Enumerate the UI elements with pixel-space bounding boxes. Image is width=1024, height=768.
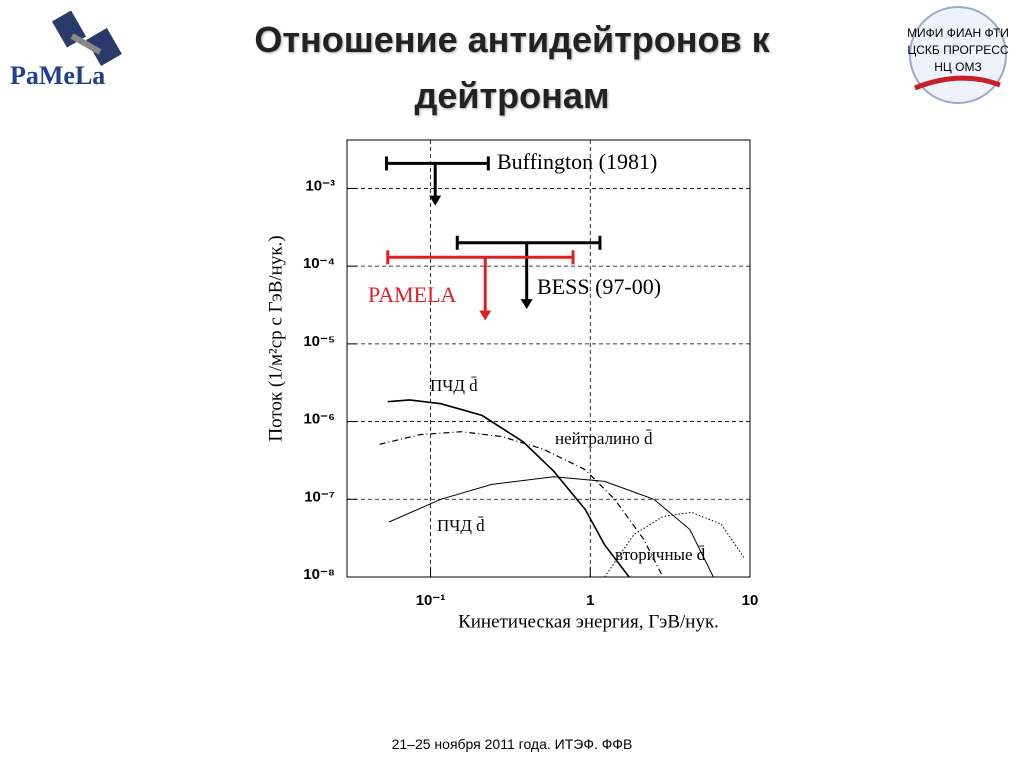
model-curve bbox=[388, 476, 714, 578]
y-tick-label: 10⁻⁴ bbox=[303, 255, 335, 272]
slide-title: Отношение антидейтронов к дейтронам bbox=[254, 19, 770, 116]
limit-label: Buffington (1981) bbox=[497, 149, 657, 174]
curve-label: ПЧД d̄ bbox=[437, 516, 485, 535]
model-curve bbox=[604, 511, 746, 578]
x-tick-label: 10 bbox=[742, 592, 759, 609]
arrow-head bbox=[479, 310, 492, 321]
y-tick-label: 10⁻⁷ bbox=[304, 488, 335, 505]
x-tick-label: 10⁻¹ bbox=[416, 592, 446, 609]
logo-right-line: ЦСКБ ПРОГРЕСС bbox=[907, 43, 1009, 57]
model-curve bbox=[387, 399, 630, 578]
limit-label: BESS (97-00) bbox=[537, 274, 661, 299]
curve-label: нейтралино d̄ bbox=[555, 429, 653, 448]
logo-right-line: МИФИ ФИАН ФТИ bbox=[907, 26, 1009, 40]
footer: 21–25 ноября 2011 года. ИТЭФ. ФФВ bbox=[391, 736, 633, 752]
curve-label: вторичные d̄ bbox=[615, 545, 706, 564]
logo-left: PaMeLa bbox=[10, 61, 105, 90]
limit-label: PAMELA bbox=[368, 282, 457, 307]
curve-label: ПЧД d̄ bbox=[430, 376, 478, 395]
y-tick-label: 10⁻³ bbox=[305, 177, 335, 194]
arrow-head bbox=[520, 299, 533, 310]
y-tick-label: 10⁻⁵ bbox=[303, 333, 335, 350]
x-tick-label: 1 bbox=[586, 592, 594, 609]
model-curve bbox=[379, 431, 664, 578]
logo-swoosh bbox=[914, 75, 1001, 91]
satellite-icon bbox=[51, 10, 122, 66]
logo-right-line: НЦ ОМЗ bbox=[934, 60, 981, 74]
y-tick-label: 10⁻⁶ bbox=[303, 411, 335, 428]
y-tick-label: 10⁻⁸ bbox=[303, 566, 335, 583]
y-axis-label: Поток (1/м²ср с ГэВ/нук.) bbox=[265, 235, 286, 441]
arrow-head bbox=[429, 195, 442, 206]
plot-frame bbox=[346, 139, 751, 578]
logos: PaMeLa МИФИ ФИАН ФТИ ЦСКБ ПРОГРЕСС НЦ ОМ… bbox=[10, 6, 1009, 104]
x-axis-label: Кинетическая энергия, ГэВ/нук. bbox=[458, 611, 719, 632]
